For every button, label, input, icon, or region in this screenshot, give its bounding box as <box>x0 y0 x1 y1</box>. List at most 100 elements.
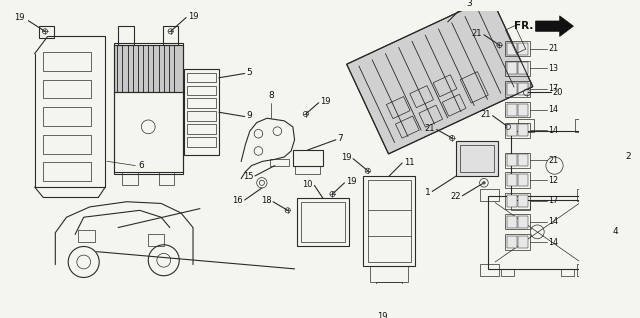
Text: 18: 18 <box>260 197 271 205</box>
Bar <box>433 75 457 97</box>
Bar <box>114 45 182 93</box>
Bar <box>507 43 516 55</box>
Bar <box>506 153 529 168</box>
Bar <box>479 264 499 276</box>
Bar <box>187 73 216 82</box>
Text: 5: 5 <box>246 68 252 77</box>
Bar <box>44 107 91 126</box>
Bar <box>518 104 528 116</box>
Bar <box>271 159 289 166</box>
Bar <box>118 26 134 45</box>
Bar <box>419 105 443 127</box>
Bar <box>376 282 402 290</box>
Bar <box>507 155 516 166</box>
Text: 13: 13 <box>548 64 559 73</box>
Bar <box>507 216 516 228</box>
Bar <box>187 111 216 121</box>
Bar <box>506 193 529 209</box>
Text: 19: 19 <box>341 153 351 162</box>
Bar <box>518 43 528 55</box>
Bar <box>507 174 516 186</box>
Text: 19: 19 <box>188 12 198 21</box>
Bar <box>187 137 216 147</box>
Bar <box>518 174 528 186</box>
Bar <box>114 93 182 174</box>
Text: 21: 21 <box>424 124 435 133</box>
Bar <box>506 26 525 53</box>
Bar <box>518 119 534 132</box>
Text: 17: 17 <box>548 197 559 205</box>
Bar <box>44 52 91 71</box>
Bar <box>518 236 528 248</box>
Bar <box>44 135 91 154</box>
Bar <box>506 41 529 56</box>
Text: 20: 20 <box>553 88 563 97</box>
Text: FR.: FR. <box>515 21 534 31</box>
Bar <box>77 230 95 242</box>
Bar <box>511 131 598 200</box>
Text: 10: 10 <box>302 180 313 189</box>
Bar <box>293 150 323 166</box>
Bar <box>456 142 498 176</box>
Text: 6: 6 <box>138 161 144 170</box>
Bar <box>518 216 528 228</box>
Bar <box>148 234 164 246</box>
Bar <box>507 104 516 116</box>
Bar <box>506 172 529 188</box>
Bar <box>507 124 516 136</box>
Bar <box>518 124 528 136</box>
Bar <box>364 176 415 266</box>
Text: 21: 21 <box>472 29 482 38</box>
Bar <box>507 62 516 74</box>
Circle shape <box>482 181 486 184</box>
Bar <box>518 195 528 207</box>
Bar <box>506 214 529 229</box>
Bar <box>184 69 219 155</box>
Bar <box>518 62 528 74</box>
Text: 12: 12 <box>548 176 559 185</box>
Bar <box>579 200 598 210</box>
Bar <box>187 99 216 108</box>
Bar <box>297 198 349 245</box>
Text: 17: 17 <box>548 85 559 93</box>
Bar <box>518 155 528 166</box>
Bar <box>301 202 346 242</box>
Bar <box>518 83 528 95</box>
Bar <box>575 119 591 132</box>
Text: 15: 15 <box>243 172 253 181</box>
Bar <box>396 116 419 138</box>
Bar <box>44 162 91 181</box>
Bar <box>387 97 410 119</box>
Text: 11: 11 <box>404 158 414 167</box>
Bar <box>506 61 529 76</box>
Text: 19: 19 <box>346 177 356 186</box>
Bar <box>506 234 529 250</box>
Bar <box>488 196 588 269</box>
Bar <box>410 86 433 108</box>
Bar <box>159 172 174 184</box>
Bar <box>501 269 514 276</box>
Bar <box>577 264 596 276</box>
Bar <box>163 26 179 45</box>
Bar <box>460 145 494 172</box>
Bar <box>187 86 216 95</box>
Bar <box>506 102 529 117</box>
Bar <box>507 195 516 207</box>
Bar <box>577 189 596 201</box>
Text: 19: 19 <box>14 13 24 22</box>
Text: 7: 7 <box>338 135 344 143</box>
Text: 16: 16 <box>232 197 243 205</box>
Bar <box>114 45 182 93</box>
Bar <box>506 81 529 97</box>
Bar <box>39 26 54 38</box>
Text: 3: 3 <box>467 0 472 8</box>
Bar <box>347 0 533 154</box>
Text: 8: 8 <box>268 91 274 100</box>
Bar <box>561 269 574 276</box>
Text: 14: 14 <box>548 238 559 247</box>
Text: 1: 1 <box>425 188 431 197</box>
Bar <box>507 236 516 248</box>
Text: 9: 9 <box>246 111 252 120</box>
Bar <box>122 172 138 184</box>
Text: 4: 4 <box>613 227 619 236</box>
